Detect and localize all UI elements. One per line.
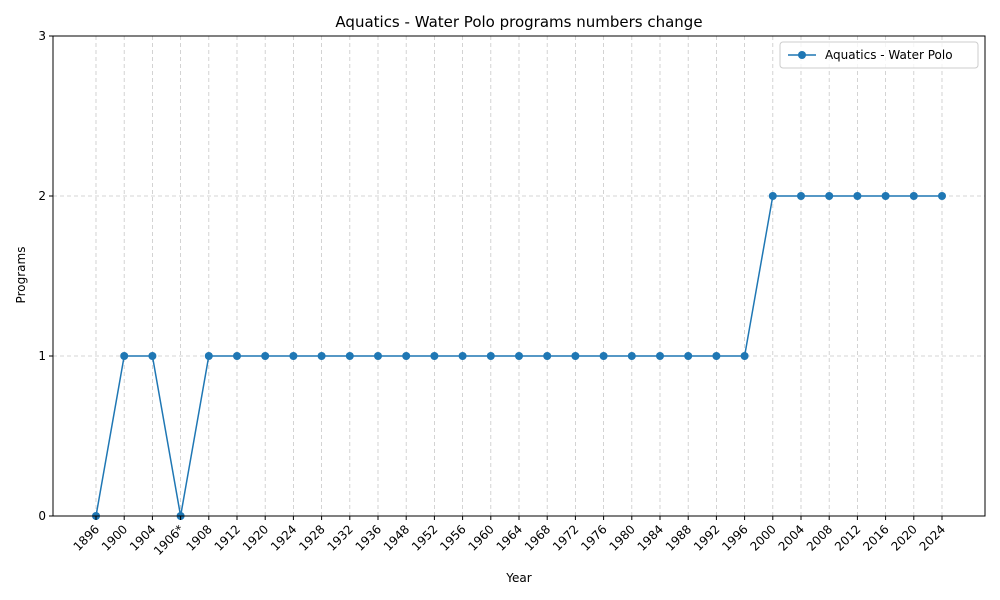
x-tick-label: 1912 <box>212 522 243 553</box>
x-tick-label: 1932 <box>324 522 355 553</box>
data-point <box>458 352 467 360</box>
x-tick-label: 1900 <box>99 522 130 553</box>
data-point <box>656 352 664 360</box>
data-point <box>571 352 580 360</box>
x-tick-label: 1960 <box>465 522 496 553</box>
data-point <box>797 192 805 200</box>
x-tick-label: 2000 <box>747 522 778 553</box>
x-tick-label: 1948 <box>381 522 412 553</box>
y-tick-label: 2 <box>38 189 46 203</box>
x-tick-label: 2020 <box>888 522 919 553</box>
data-point <box>204 352 213 360</box>
data-point <box>515 352 523 360</box>
data-point <box>768 192 777 200</box>
data-point <box>740 352 749 360</box>
x-tick-label: 1924 <box>268 522 299 553</box>
data-point <box>289 352 298 360</box>
y-axis-label: Programs <box>14 247 28 304</box>
data-point <box>684 352 693 360</box>
x-tick-label: 1988 <box>663 522 694 553</box>
data-point <box>374 352 382 360</box>
y-tick-label: 3 <box>38 29 46 43</box>
data-point <box>627 352 636 360</box>
x-tick-label: 1984 <box>635 522 666 553</box>
data-point <box>938 192 946 200</box>
data-point <box>317 352 326 360</box>
data-point <box>120 352 129 360</box>
x-tick-label: 1996 <box>719 522 750 553</box>
legend-box <box>779 41 979 69</box>
legend: Aquatics - Water Polo <box>779 41 979 69</box>
data-point <box>486 352 495 360</box>
data-point <box>233 352 241 360</box>
x-tick-label: 1936 <box>353 522 384 553</box>
data-point <box>402 352 411 360</box>
x-tick-label: 1976 <box>578 522 609 553</box>
x-tick-label: 1956 <box>437 522 468 553</box>
data-point <box>261 352 270 360</box>
data-point <box>881 192 890 200</box>
x-axis-ticks: 1896190019041906*19081912192019241928193… <box>71 516 948 558</box>
x-tick-label: 2016 <box>860 522 891 553</box>
chart-title: Aquatics - Water Polo programs numbers c… <box>335 13 702 31</box>
data-point <box>909 192 918 200</box>
legend-marker-icon <box>798 51 806 59</box>
x-tick-label: 1928 <box>296 522 327 553</box>
x-tick-label: 2024 <box>917 522 948 553</box>
legend-label: Aquatics - Water Polo <box>825 48 953 62</box>
x-tick-label: 2012 <box>832 522 863 553</box>
x-tick-label: 1992 <box>691 522 722 553</box>
x-tick-label: 1980 <box>606 522 637 553</box>
x-tick-label: 1920 <box>240 522 271 553</box>
series-layer <box>92 192 946 520</box>
data-point <box>853 192 862 200</box>
x-axis-label: Year <box>505 571 531 585</box>
grid <box>53 35 985 517</box>
y-axis-ticks: 0 1 2 3 <box>38 29 53 523</box>
y-tick-label: 1 <box>38 349 46 363</box>
data-point <box>430 352 439 360</box>
x-tick-label: 1952 <box>409 522 440 553</box>
x-tick-label: 1964 <box>494 522 525 553</box>
data-point <box>599 352 608 360</box>
x-tick-label: 1968 <box>522 522 553 553</box>
x-tick-label: 2008 <box>804 522 835 553</box>
x-tick-label: 1906* <box>151 522 187 558</box>
data-point <box>825 192 834 200</box>
y-tick-label: 0 <box>38 509 46 523</box>
x-tick-label: 1972 <box>550 522 581 553</box>
data-point <box>712 352 721 360</box>
x-tick-label: 1896 <box>71 522 102 553</box>
data-point <box>543 352 552 360</box>
x-tick-label: 1908 <box>183 522 214 553</box>
x-tick-label: 2004 <box>776 522 807 553</box>
data-point <box>345 352 354 360</box>
data-point <box>148 352 157 360</box>
